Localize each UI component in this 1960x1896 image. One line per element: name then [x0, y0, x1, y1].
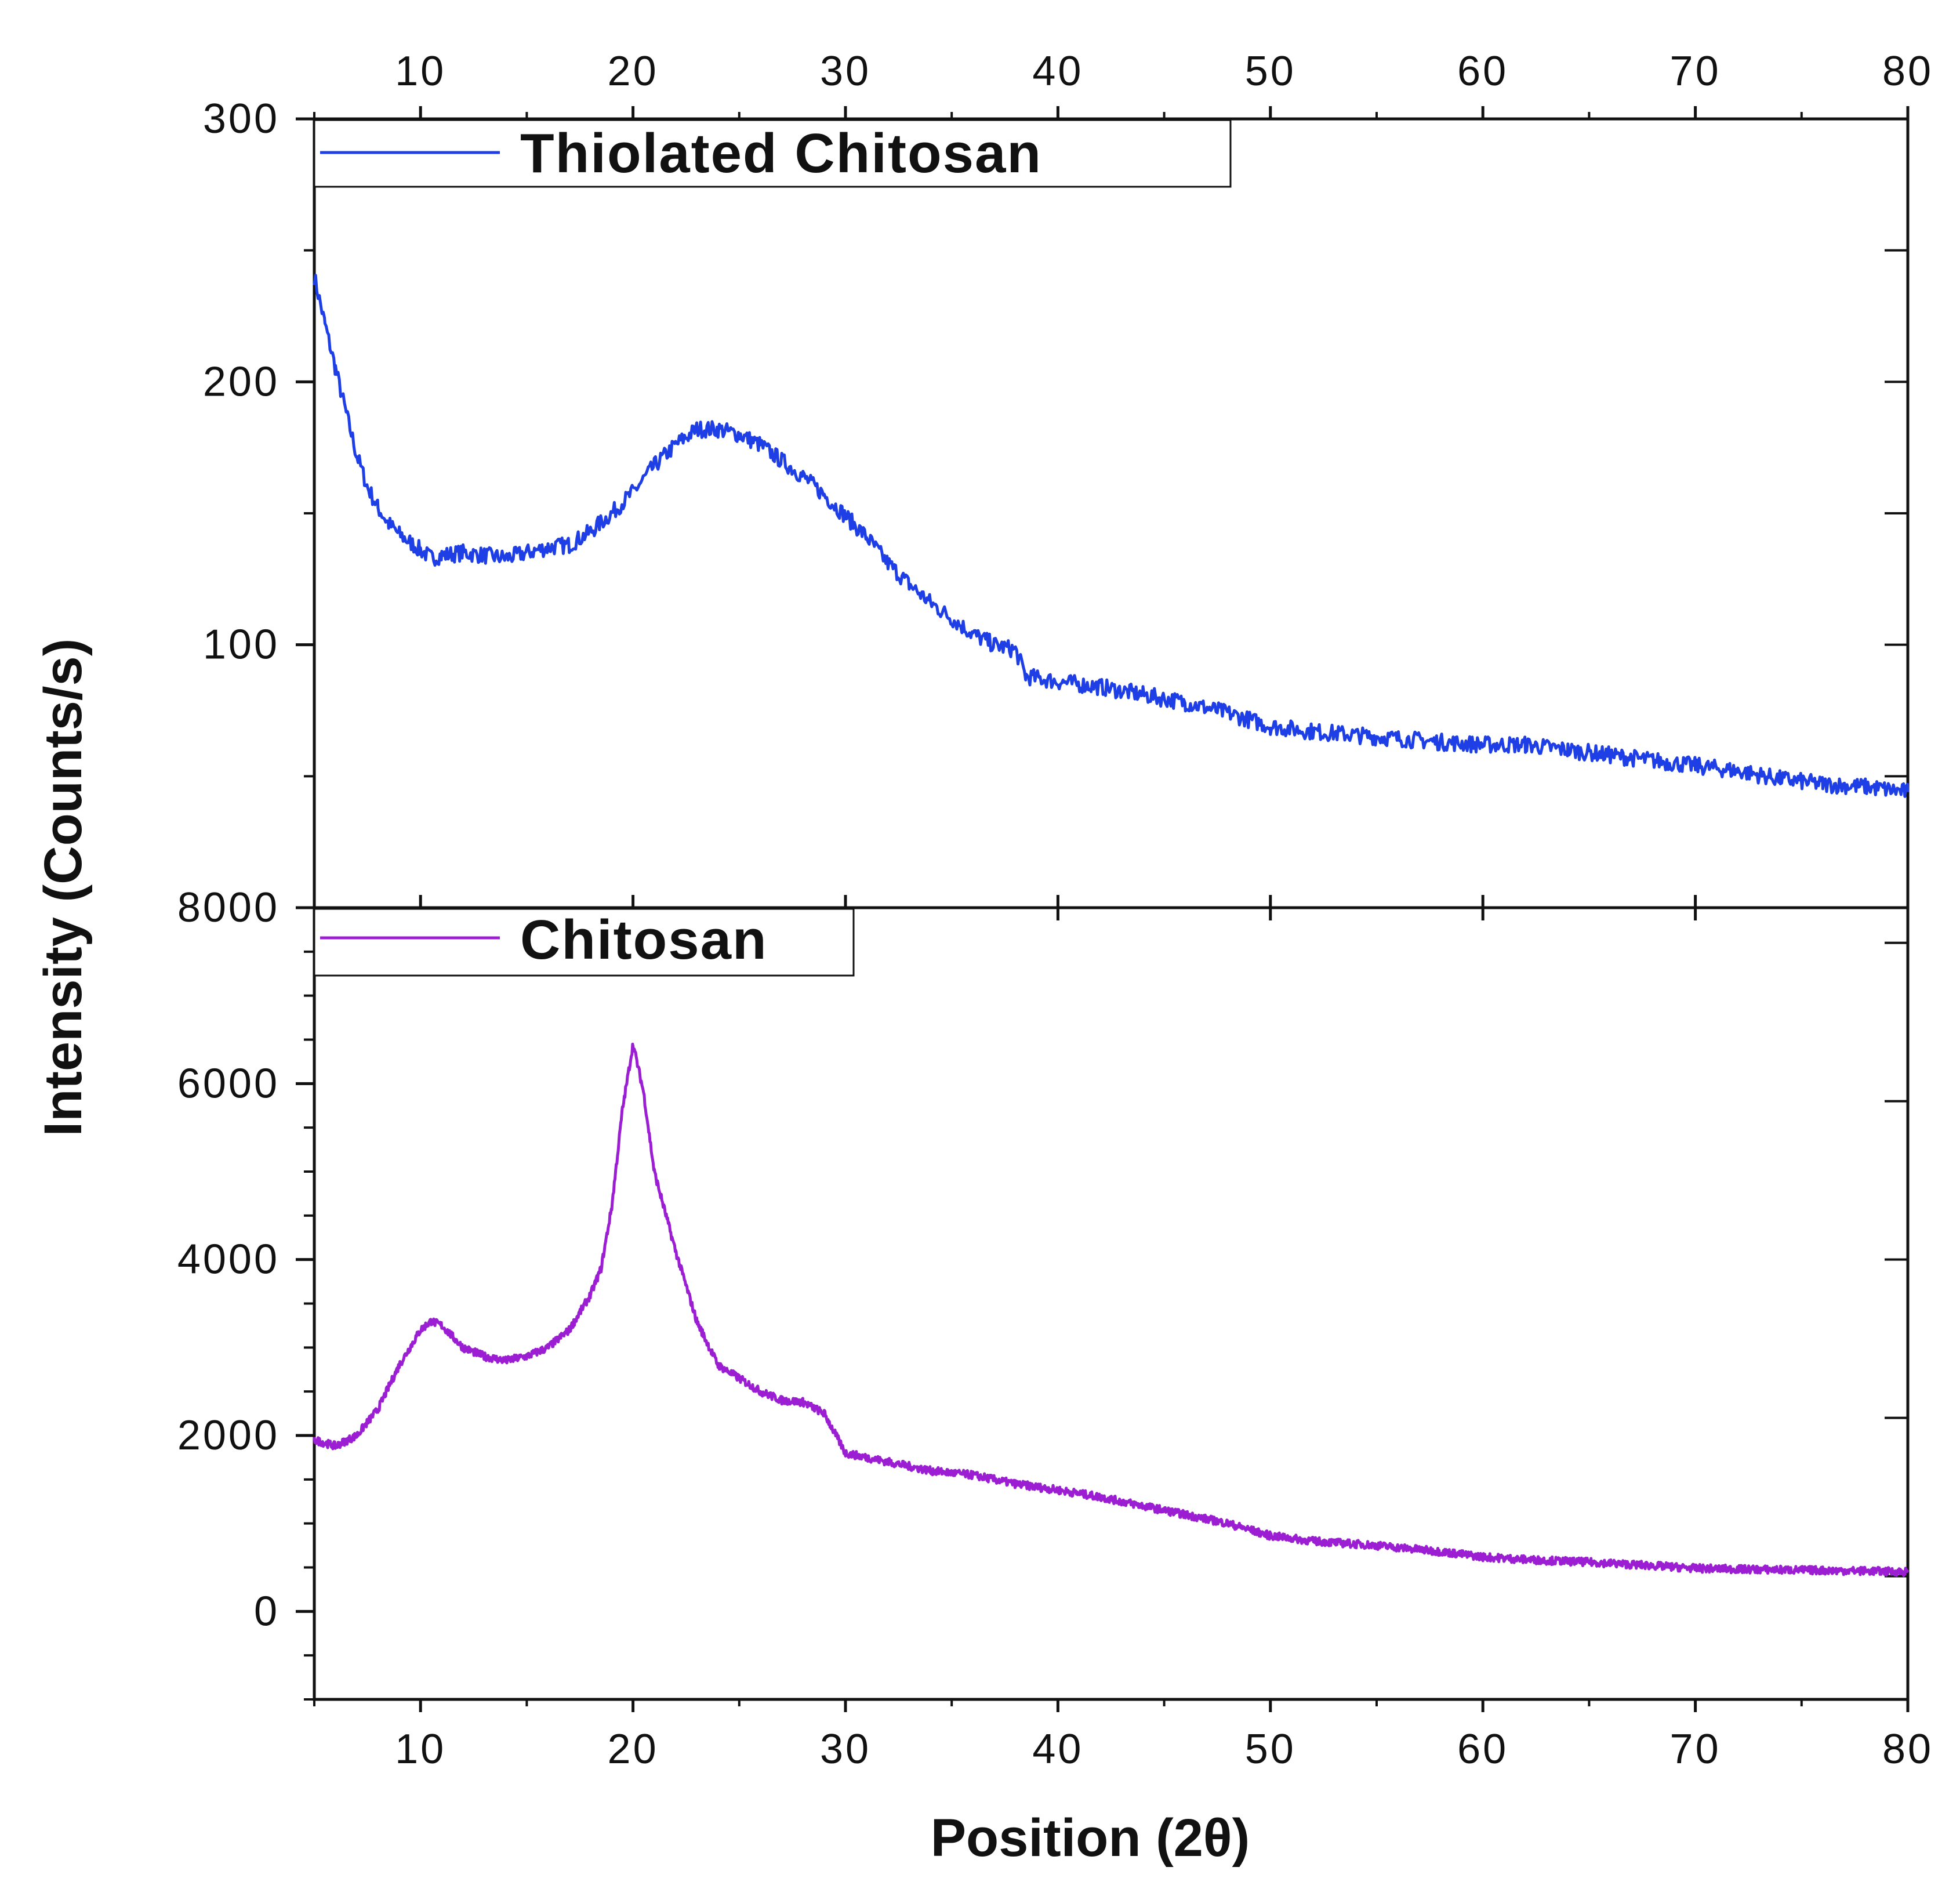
top-panel-ticks: 10 20 30 40 50 60 70 80 100 200 300	[203, 48, 1933, 908]
bottom-x-tick-label: 40	[1032, 1726, 1083, 1772]
top-x-tick-label: 40	[1032, 48, 1083, 95]
bottom-y-tick-label: 4000	[177, 1237, 280, 1283]
bottom-y-tick-label: 0	[254, 1588, 280, 1634]
bottom-panel-series	[313, 1042, 1910, 1577]
bottom-x-tick-label: 80	[1882, 1726, 1933, 1772]
top-x-tick-label: 60	[1457, 48, 1508, 95]
bottom-panel-frame	[313, 906, 1910, 1701]
top-y-tick-label: 300	[203, 96, 280, 142]
bottom-legend-box	[313, 908, 855, 977]
bottom-y-tick-label: 2000	[177, 1412, 280, 1459]
bottom-x-tick-label: 20	[608, 1726, 659, 1772]
top-y-tick-label: 200	[203, 358, 280, 405]
bottom-x-tick-label: 70	[1670, 1726, 1721, 1772]
top-x-tick-label: 50	[1245, 48, 1296, 95]
top-x-tick-label: 10	[395, 48, 446, 95]
top-series-line-0	[313, 274, 1910, 798]
top-panel-series	[313, 274, 1910, 798]
bottom-x-tick-label: 50	[1245, 1726, 1296, 1772]
bottom-panel-ticks: 10 20 30 40 50 60 70 80 0 2000 4000 6000 8000	[177, 884, 1933, 1772]
bottom-y-tick-label: 6000	[177, 1060, 280, 1107]
top-legend-label: Thiolated Chitosan	[520, 122, 1042, 184]
bottom-legend-label: Chitosan	[520, 909, 768, 971]
bottom-x-tick-label: 10	[395, 1726, 446, 1772]
top-legend: Thiolated Chitosan	[313, 119, 1232, 188]
bottom-series-line-0	[313, 1042, 1910, 1577]
bottom-y-tick-label: 8000	[177, 884, 280, 931]
x-axis-title: Position (2θ)	[931, 1808, 1250, 1868]
top-x-tick-label: 20	[608, 48, 659, 95]
y-axis-title: Intensity (Counts/s)	[34, 639, 93, 1137]
bottom-legend: Chitosan	[313, 908, 855, 977]
top-x-tick-label: 80	[1882, 48, 1933, 95]
top-x-tick-label: 30	[820, 48, 871, 95]
bottom-x-tick-label: 60	[1457, 1726, 1508, 1772]
bottom-x-tick-label: 30	[820, 1726, 871, 1772]
top-x-tick-label: 70	[1670, 48, 1721, 95]
top-y-tick-label: 100	[203, 622, 280, 668]
bottom-panel: 10 20 30 40 50 60 70 80 0 2000 4000 6000 8000 Chitos…	[177, 884, 1933, 1772]
top-panel-frame	[313, 117, 1910, 909]
top-panel: 10 20 30 40 50 60 70 80 100 200 300 Thiolated Chit…	[203, 48, 1933, 909]
